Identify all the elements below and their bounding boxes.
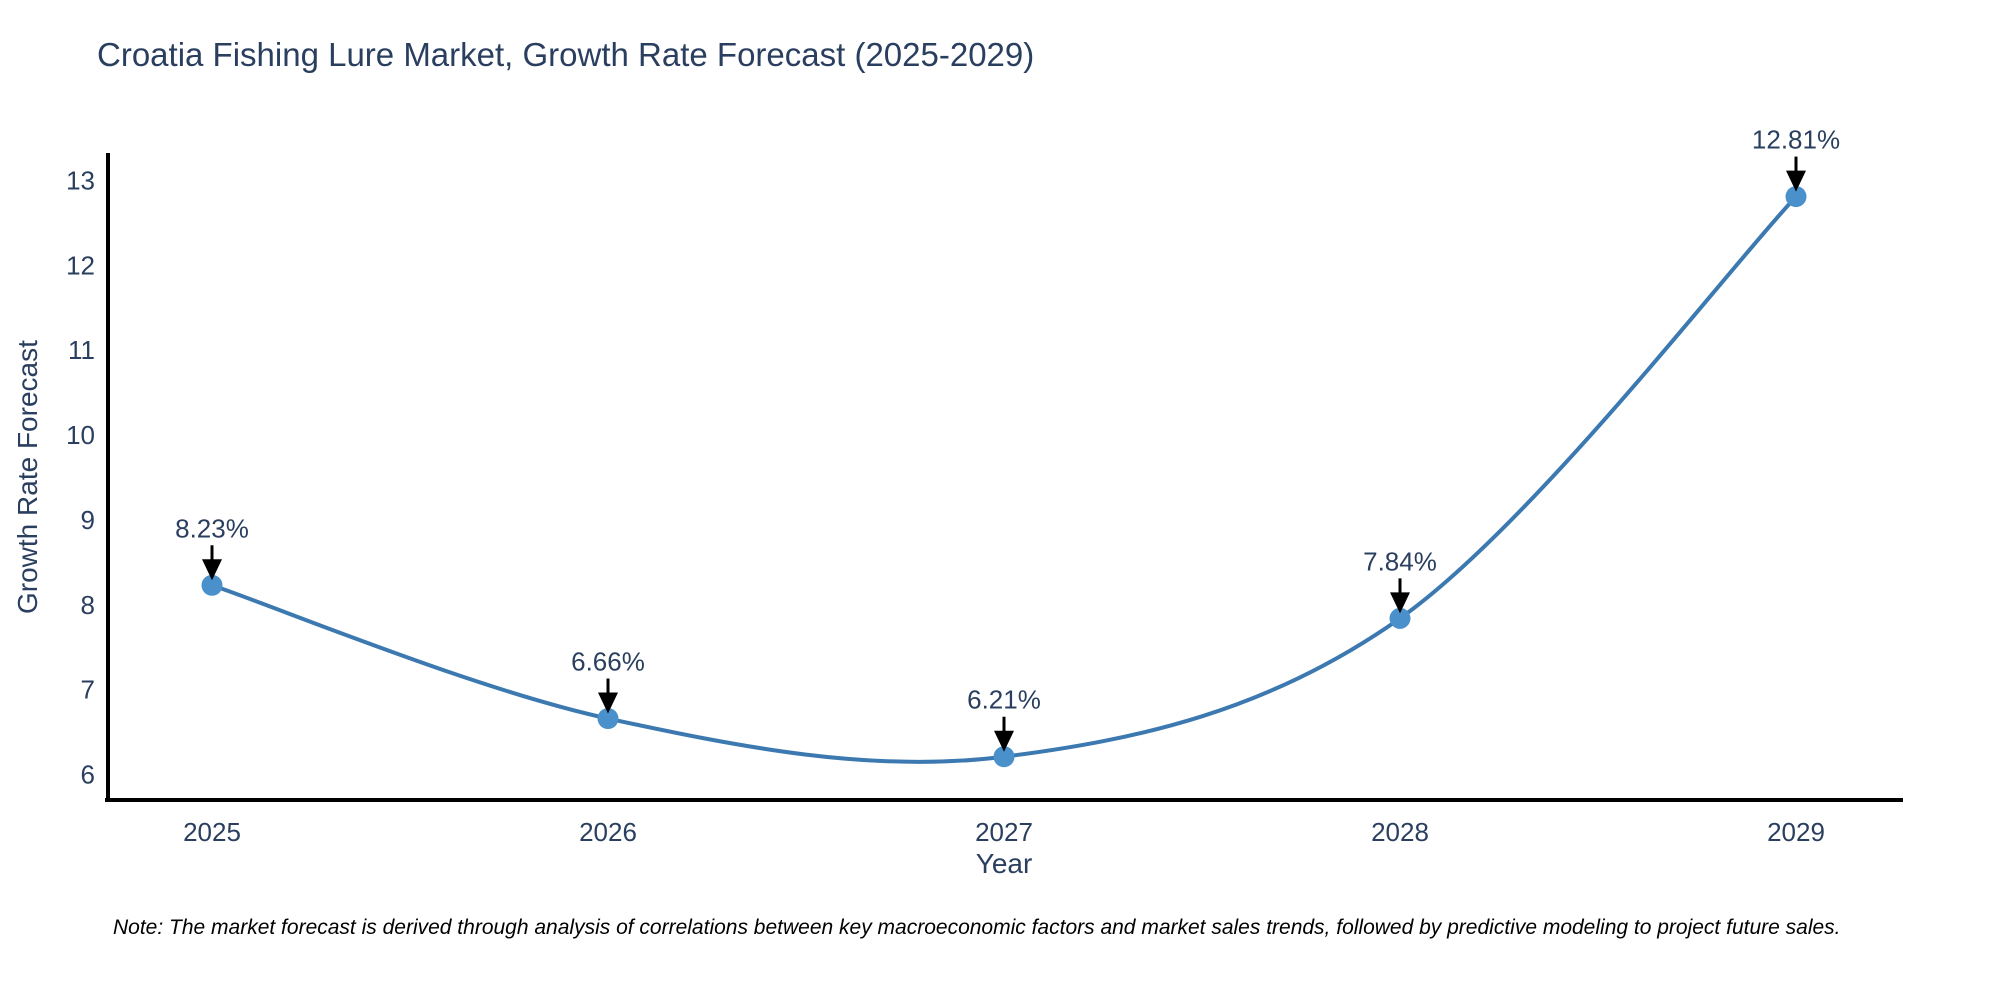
y-tick-label: 8	[81, 590, 95, 620]
y-tick-label: 7	[81, 675, 95, 705]
annotation-arrowhead-icon	[202, 559, 222, 581]
x-tick-label: 2027	[975, 817, 1033, 847]
y-tick-label: 9	[81, 505, 95, 535]
x-axis-title: Year	[975, 848, 1033, 879]
y-tick-label: 12	[66, 250, 95, 280]
annotation-arrowhead-icon	[1786, 170, 1806, 192]
chart-title: Croatia Fishing Lure Market, Growth Rate…	[97, 36, 1035, 73]
data-point-label: 7.84%	[1363, 546, 1437, 576]
y-tick-label: 10	[66, 420, 95, 450]
x-tick-label: 2026	[579, 817, 637, 847]
trend-line	[210, 194, 1798, 764]
x-tick-label: 2028	[1371, 817, 1429, 847]
annotation-arrowhead-icon	[994, 730, 1014, 752]
y-tick-label: 6	[81, 760, 95, 790]
data-point-label: 6.66%	[571, 647, 645, 677]
y-tick-label: 13	[66, 165, 95, 195]
data-point-marker	[201, 574, 223, 596]
data-point-marker	[597, 708, 619, 730]
data-point-label: 6.21%	[967, 685, 1041, 715]
x-tick-label: 2025	[183, 817, 241, 847]
data-point-marker	[1785, 186, 1807, 208]
data-point-label: 12.81%	[1752, 125, 1840, 155]
data-point-label: 8.23%	[175, 513, 249, 543]
x-tick-label: 2029	[1767, 817, 1825, 847]
footnote: Note: The market forecast is derived thr…	[113, 916, 1841, 939]
annotation-arrowhead-icon	[598, 692, 618, 714]
data-point-marker	[1389, 607, 1411, 629]
data-point-marker	[993, 746, 1015, 768]
annotation-arrowhead-icon	[1390, 592, 1410, 614]
y-tick-label: 11	[68, 335, 95, 365]
